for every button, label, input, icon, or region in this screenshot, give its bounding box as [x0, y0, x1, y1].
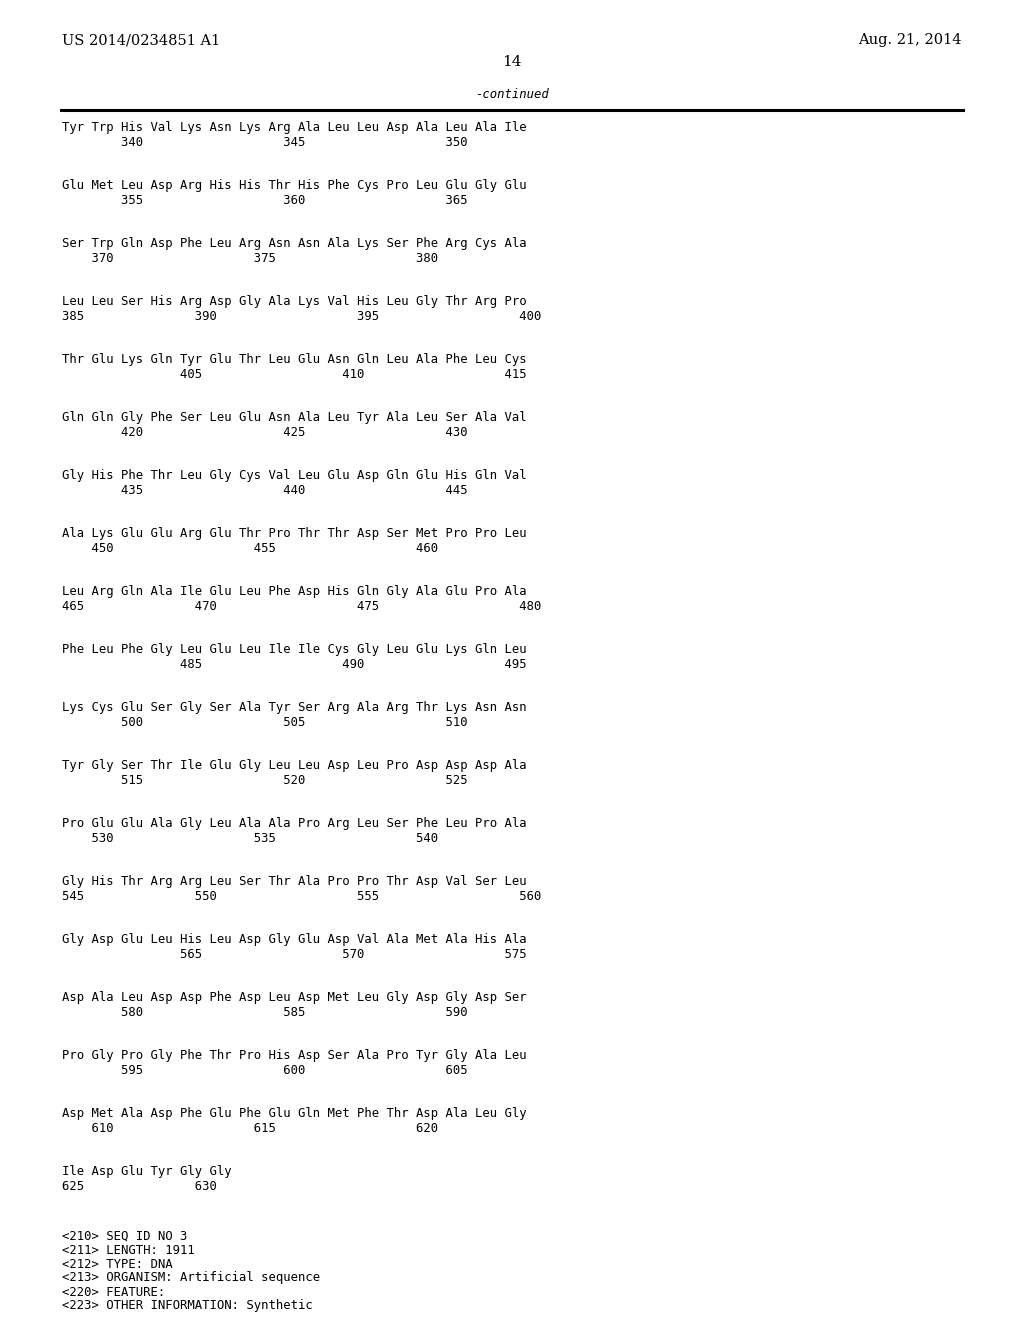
Text: 485                   490                   495: 485 490 495	[62, 657, 526, 671]
Text: Phe Leu Phe Gly Leu Glu Leu Ile Ile Cys Gly Leu Glu Lys Gln Leu: Phe Leu Phe Gly Leu Glu Leu Ile Ile Cys …	[62, 644, 526, 656]
Text: Pro Gly Pro Gly Phe Thr Pro His Asp Ser Ala Pro Tyr Gly Ala Leu: Pro Gly Pro Gly Phe Thr Pro His Asp Ser …	[62, 1049, 526, 1063]
Text: 545               550                   555                   560: 545 550 555 560	[62, 890, 542, 903]
Text: Gly His Thr Arg Arg Leu Ser Thr Ala Pro Pro Thr Asp Val Ser Leu: Gly His Thr Arg Arg Leu Ser Thr Ala Pro …	[62, 875, 526, 888]
Text: Asp Ala Leu Asp Asp Phe Asp Leu Asp Met Leu Gly Asp Gly Asp Ser: Asp Ala Leu Asp Asp Phe Asp Leu Asp Met …	[62, 991, 526, 1005]
Text: 435                   440                   445: 435 440 445	[62, 483, 468, 496]
Text: 580                   585                   590: 580 585 590	[62, 1006, 468, 1019]
Text: Pro Glu Glu Ala Gly Leu Ala Ala Pro Arg Leu Ser Phe Leu Pro Ala: Pro Glu Glu Ala Gly Leu Ala Ala Pro Arg …	[62, 817, 526, 830]
Text: Leu Leu Ser His Arg Asp Gly Ala Lys Val His Leu Gly Thr Arg Pro: Leu Leu Ser His Arg Asp Gly Ala Lys Val …	[62, 296, 526, 309]
Text: Tyr Gly Ser Thr Ile Glu Gly Leu Leu Asp Leu Pro Asp Asp Asp Ala: Tyr Gly Ser Thr Ile Glu Gly Leu Leu Asp …	[62, 759, 526, 772]
Text: Ile Asp Glu Tyr Gly Gly: Ile Asp Glu Tyr Gly Gly	[62, 1166, 231, 1179]
Text: Lys Cys Glu Ser Gly Ser Ala Tyr Ser Arg Ala Arg Thr Lys Asn Asn: Lys Cys Glu Ser Gly Ser Ala Tyr Ser Arg …	[62, 701, 526, 714]
Text: US 2014/0234851 A1: US 2014/0234851 A1	[62, 33, 220, 48]
Text: 565                   570                   575: 565 570 575	[62, 948, 526, 961]
Text: <213> ORGANISM: Artificial sequence: <213> ORGANISM: Artificial sequence	[62, 1271, 321, 1284]
Text: -continued: -continued	[475, 88, 549, 102]
Text: <212> TYPE: DNA: <212> TYPE: DNA	[62, 1258, 173, 1270]
Text: 340                   345                   350: 340 345 350	[62, 136, 468, 149]
Text: 610                   615                   620: 610 615 620	[62, 1122, 438, 1134]
Text: 595                   600                   605: 595 600 605	[62, 1064, 468, 1077]
Text: Leu Arg Gln Ala Ile Glu Leu Phe Asp His Gln Gly Ala Glu Pro Ala: Leu Arg Gln Ala Ile Glu Leu Phe Asp His …	[62, 586, 526, 598]
Text: 405                   410                   415: 405 410 415	[62, 367, 526, 380]
Text: <211> LENGTH: 1911: <211> LENGTH: 1911	[62, 1243, 195, 1257]
Text: 14: 14	[502, 55, 522, 69]
Text: Asp Met Ala Asp Phe Glu Phe Glu Gln Met Phe Thr Asp Ala Leu Gly: Asp Met Ala Asp Phe Glu Phe Glu Gln Met …	[62, 1107, 526, 1121]
Text: 465               470                   475                   480: 465 470 475 480	[62, 599, 542, 612]
Text: Gly His Phe Thr Leu Gly Cys Val Leu Glu Asp Gln Glu His Gln Val: Gly His Phe Thr Leu Gly Cys Val Leu Glu …	[62, 470, 526, 483]
Text: <223> OTHER INFORMATION: Synthetic: <223> OTHER INFORMATION: Synthetic	[62, 1299, 312, 1312]
Text: Gly Asp Glu Leu His Leu Asp Gly Glu Asp Val Ala Met Ala His Ala: Gly Asp Glu Leu His Leu Asp Gly Glu Asp …	[62, 933, 526, 946]
Text: 500                   505                   510: 500 505 510	[62, 715, 468, 729]
Text: Thr Glu Lys Gln Tyr Glu Thr Leu Glu Asn Gln Leu Ala Phe Leu Cys: Thr Glu Lys Gln Tyr Glu Thr Leu Glu Asn …	[62, 354, 526, 367]
Text: Gln Gln Gly Phe Ser Leu Glu Asn Ala Leu Tyr Ala Leu Ser Ala Val: Gln Gln Gly Phe Ser Leu Glu Asn Ala Leu …	[62, 412, 526, 425]
Text: 515                   520                   525: 515 520 525	[62, 774, 468, 787]
Text: 625               630: 625 630	[62, 1180, 217, 1192]
Text: Ser Trp Gln Asp Phe Leu Arg Asn Asn Ala Lys Ser Phe Arg Cys Ala: Ser Trp Gln Asp Phe Leu Arg Asn Asn Ala …	[62, 238, 526, 251]
Text: 370                   375                   380: 370 375 380	[62, 252, 438, 264]
Text: Ala Lys Glu Glu Arg Glu Thr Pro Thr Thr Asp Ser Met Pro Pro Leu: Ala Lys Glu Glu Arg Glu Thr Pro Thr Thr …	[62, 528, 526, 540]
Text: <220> FEATURE:: <220> FEATURE:	[62, 1286, 165, 1299]
Text: 420                   425                   430: 420 425 430	[62, 425, 468, 438]
Text: 355                   360                   365: 355 360 365	[62, 194, 468, 206]
Text: Tyr Trp His Val Lys Asn Lys Arg Ala Leu Leu Asp Ala Leu Ala Ile: Tyr Trp His Val Lys Asn Lys Arg Ala Leu …	[62, 121, 526, 135]
Text: Aug. 21, 2014: Aug. 21, 2014	[858, 33, 962, 48]
Text: 385               390                   395                   400: 385 390 395 400	[62, 309, 542, 322]
Text: Glu Met Leu Asp Arg His His Thr His Phe Cys Pro Leu Glu Gly Glu: Glu Met Leu Asp Arg His His Thr His Phe …	[62, 180, 526, 193]
Text: 530                   535                   540: 530 535 540	[62, 832, 438, 845]
Text: <210> SEQ ID NO 3: <210> SEQ ID NO 3	[62, 1229, 187, 1242]
Text: 450                   455                   460: 450 455 460	[62, 541, 438, 554]
